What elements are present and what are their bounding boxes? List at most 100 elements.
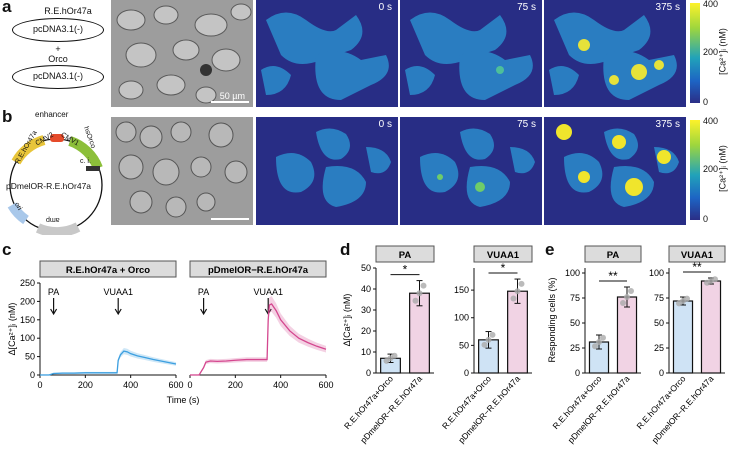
d-pa-ytick-label-20: 20 <box>361 326 371 336</box>
trace-ytick-label-200: 200 <box>20 296 35 306</box>
calcium-image-b-75s: 75 s <box>400 117 542 225</box>
plasmid-bottom-ellipse <box>12 65 104 89</box>
d-vuaa1-ytick-label-150: 150 <box>454 285 469 295</box>
trace-xtick-label-0-600: 600 <box>168 380 183 390</box>
e-pa-point-0-1 <box>596 339 602 345</box>
trace-ytick-label-50: 50 <box>25 352 35 362</box>
d-vuaa1-header-box <box>473 245 533 263</box>
e-pa-ytick-label-25: 25 <box>570 343 580 353</box>
d-pa-point-1-0 <box>412 297 419 304</box>
e-vuaa1-ytick-label-0: 0 <box>659 368 664 378</box>
trace-xlabel: Time (s) <box>167 395 200 405</box>
e-pa-ytick-label-75: 75 <box>570 293 580 303</box>
plasmid-map <box>7 134 103 235</box>
trace-arrowhead-1-PA <box>200 308 208 316</box>
panel-label-e: e <box>545 240 555 259</box>
trace-ytick-label-250: 250 <box>20 278 35 288</box>
trace-title-1: pDmelOR−R.E.hOr47a <box>208 265 309 276</box>
e-pa-ytick-label-50: 50 <box>570 318 580 328</box>
timestamp-a-0: 0 s <box>378 2 392 13</box>
trace-xtick-label-1-0: 0 <box>187 380 192 390</box>
plus-sign: + <box>55 44 61 54</box>
e-pa-header-box <box>584 245 642 263</box>
d-pa-ytick-label-50: 50 <box>361 263 371 273</box>
trace-xtick-label-0-400: 400 <box>123 380 138 390</box>
calcium-image-b-375s: 375 s <box>544 117 686 225</box>
trace-title-0: R.E.hOr47a + Orco <box>66 265 150 276</box>
d-vuaa1-category-0: R.E.hOr47a+Orco <box>440 373 493 431</box>
e-vuaa1-header-box <box>668 245 726 263</box>
d-pa-ytick-label-10: 10 <box>361 347 371 357</box>
calcium-image-b-0s: 0 s <box>256 117 398 225</box>
ci-label: c. i. <box>80 158 91 165</box>
trace-arrowhead-0-PA <box>50 308 58 316</box>
timestamp-b-0: 0 s <box>378 119 392 130</box>
trace-xtick-label-1-400: 400 <box>273 380 288 390</box>
trace-annotation-1-VUAA1: VUAA1 <box>253 287 283 297</box>
e-vuaa1-category-0: R.E.hOr47a+Orco <box>634 373 687 431</box>
trace-line-0 <box>40 350 177 376</box>
calcium-image-a-375s: 375 s <box>544 0 686 107</box>
scalebar-label: 50 µm <box>219 91 245 101</box>
timestamp-b-375: 375 s <box>655 119 680 130</box>
trace-header-box-1 <box>189 260 327 278</box>
colorbar-b-label: [Ca²⁺]ᵢ (nM) <box>717 145 728 192</box>
plasmid-top-ellipse <box>12 18 104 42</box>
d-pa-point-1-1 <box>416 290 423 297</box>
trace-annotation-1-PA: PA <box>198 287 209 297</box>
trace-xtick-label-0-200: 200 <box>78 380 93 390</box>
e-pa-point-0-2 <box>600 334 606 341</box>
d-pa-ytick-label-0: 0 <box>366 368 371 378</box>
e-pa-title: PA <box>607 250 620 261</box>
trace-charts: R.E.hOr47a + Orco 0 200 400 600 0 50 100 150 200 2… <box>7 260 334 405</box>
calcium-image-a-0s: 0 s <box>256 0 398 107</box>
calcium-bar-charts: PA01020304050R.E.hOr47a+OrcopDmelOR−R.E.… <box>342 245 533 445</box>
amp-label: amp <box>46 216 60 223</box>
colorbar-a-label: [Ca²⁺]ᵢ (nM) <box>717 28 728 75</box>
e-vuaa1-title: VUAA1 <box>681 250 714 261</box>
e-pa-sig-label: ** <box>608 269 618 283</box>
colorbar-b <box>690 120 700 220</box>
e-vuaa1-point-0-2 <box>684 295 690 302</box>
d-pa-ytick-label-40: 40 <box>361 284 371 294</box>
timestamp-a-375: 375 s <box>655 2 680 13</box>
e-pa-point-0-0 <box>592 343 598 350</box>
responding-bar-charts: PA0255075100R.E.hOr47a+OrcopDmelOR−R.E.h… <box>547 245 726 445</box>
colorbar-a-tick-400: 400 <box>703 0 719 9</box>
trace-arrowhead-0-VUAA1 <box>114 308 122 316</box>
d-vuaa1-ytick-label-0: 0 <box>464 368 469 378</box>
colorbar-b-tick-0: 0 <box>703 214 709 224</box>
d-pa-point-0-2 <box>391 352 398 359</box>
d-vuaa1-point-0-0 <box>481 341 488 348</box>
e-vuaa1-bar-1 <box>700 280 722 374</box>
d-vuaa1-ytick-label-50: 50 <box>459 340 469 350</box>
calcium-image-a-75s: 75 s <box>400 0 542 107</box>
e-vuaa1-ytick-label-25: 25 <box>654 343 664 353</box>
d-vuaa1-point-1-1 <box>514 288 521 295</box>
d-pa-title: PA <box>399 250 412 261</box>
trace-band-0 <box>40 347 176 375</box>
trace-xtick-label-1-600: 600 <box>318 380 333 390</box>
panel-label-d: d <box>340 240 351 259</box>
timestamp-a-75: 75 s <box>517 2 536 13</box>
timestamp-b-75: 75 s <box>517 119 536 130</box>
e-vuaa1-sig-label: ** <box>692 260 702 274</box>
d-pa-category-0: R.E.hOr47a+Orco <box>342 373 395 431</box>
plasmid-bottom-gene: Orco <box>48 54 68 64</box>
d-vuaa1-title: VUAA1 <box>487 250 520 261</box>
colorbar-b-tick-200: 200 <box>703 164 719 174</box>
plasmid-top-vector: pcDNA3.1(-) <box>32 24 83 34</box>
e-pa-point-1-2 <box>628 288 634 294</box>
plasmid-name: pDmelOR-R.E.hOr47a <box>6 181 92 191</box>
e-vuaa1-ytick-label-50: 50 <box>654 318 664 328</box>
brightfield-image-b <box>111 117 253 225</box>
e-pa-point-1-0 <box>620 300 626 306</box>
d-vuaa1-ytick-label-100: 100 <box>454 313 469 323</box>
colorbar-a-tick-0: 0 <box>703 97 709 107</box>
d-vuaa1-point-0-2 <box>489 331 496 338</box>
panel-label-a: a <box>2 0 12 16</box>
d-vuaa1-point-1-2 <box>518 280 525 287</box>
trace-header-box-0 <box>39 260 177 278</box>
trace-xtick-label-1-200: 200 <box>228 380 243 390</box>
e-pa-category-0: R.E.hOr47a+Orco <box>550 373 603 431</box>
